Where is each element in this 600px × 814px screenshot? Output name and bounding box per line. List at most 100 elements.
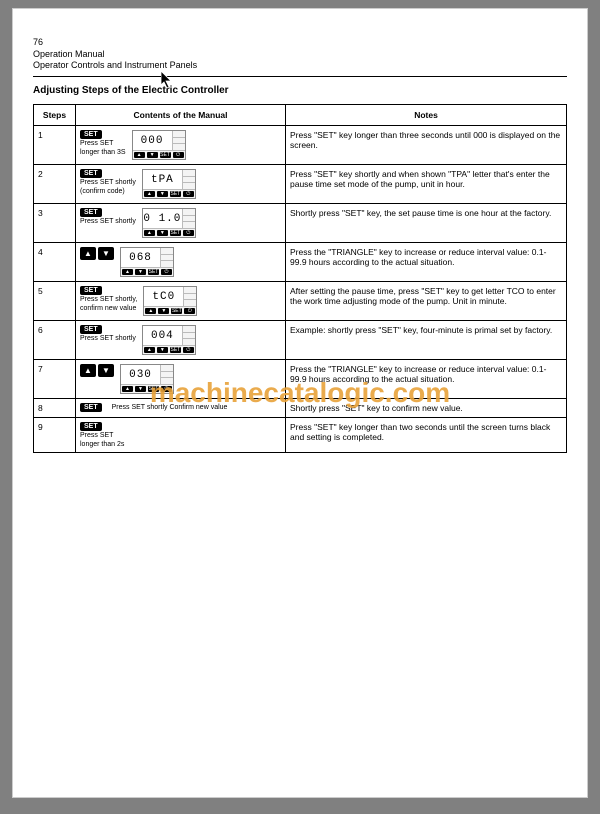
mouse-cursor-icon xyxy=(161,71,175,94)
cell-notes: Press the "TRIANGLE" key to increase or … xyxy=(286,360,567,399)
display-mini-button-icon: ▼ xyxy=(157,347,168,353)
cell-step: 4 xyxy=(34,243,76,282)
lcd-display-icon: 068 ▲▼SET⏻ xyxy=(120,247,174,277)
display-mini-button-icon: ▲ xyxy=(145,308,156,314)
lcd-digits: tPA xyxy=(143,170,183,189)
page-header: 76 Operation Manual Operator Controls an… xyxy=(33,37,567,72)
table-row: 2 SET Press SET shortly(confirm code) tPA ▲▼… xyxy=(34,165,567,204)
display-mini-button-icon: SET xyxy=(170,191,181,197)
control-caption: Press SET shortly xyxy=(80,218,136,226)
cell-contents: ▲▼068▲▼SET⏻ xyxy=(76,243,286,282)
set-button-icon: SET xyxy=(80,130,102,139)
cell-notes: Press the "TRIANGLE" key to increase or … xyxy=(286,243,567,282)
table-row: 7▲▼030▲▼SET⏻Press the "TRIANGLE" key to … xyxy=(34,360,567,399)
triangle-buttons: ▲▼ xyxy=(80,364,114,377)
control-caption-2: longer than 3S xyxy=(80,149,126,157)
display-mini-button-icon: ⏻ xyxy=(161,269,172,275)
cell-step: 6 xyxy=(34,321,76,360)
document-page: 76 Operation Manual Operator Controls an… xyxy=(12,8,588,798)
cell-step: 3 xyxy=(34,204,76,243)
cell-notes: Shortly press "SET" key to confirm new v… xyxy=(286,399,567,418)
control-caption: Press SET shortly xyxy=(80,335,136,343)
lcd-digits: 030 xyxy=(121,365,161,384)
triangle-down-icon: ▼ xyxy=(98,364,114,377)
cell-notes: Press "SET" key longer than two seconds … xyxy=(286,418,567,453)
set-button-icon: SET xyxy=(80,403,102,412)
display-mini-button-icon: ▼ xyxy=(135,269,146,275)
set-button-icon: SET xyxy=(80,325,102,334)
cell-notes: After setting the pause time, press "SET… xyxy=(286,282,567,321)
control-caption: Press SET xyxy=(80,432,124,440)
cell-notes: Example: shortly press "SET" key, four-m… xyxy=(286,321,567,360)
control-caption: Press SET xyxy=(80,140,126,148)
display-mini-button-icon: ⏻ xyxy=(161,386,172,392)
cell-contents: SET Press SET shortly Confirm new value xyxy=(76,399,286,418)
display-mini-button-icon: ▲ xyxy=(144,191,155,197)
display-mini-button-icon: ⏻ xyxy=(184,308,195,314)
display-mini-button-icon: SET xyxy=(170,347,181,353)
set-button-icon: SET xyxy=(80,422,102,431)
table-row: 9SETPress SETlonger than 2sPress "SET" k… xyxy=(34,418,567,453)
cell-notes: Shortly press "SET" key, the set pause t… xyxy=(286,204,567,243)
control-caption: Press SET shortly, xyxy=(80,296,137,304)
lcd-display-icon: tC0▲▼SET⏻ xyxy=(143,286,197,316)
triangle-up-icon: ▲ xyxy=(80,247,96,260)
cell-contents: SET Press SET shortly,confirm new value tC… xyxy=(76,282,286,321)
lcd-display-icon: 004 ▲▼SET⏻ xyxy=(142,325,196,355)
col-notes: Notes xyxy=(286,105,567,126)
triangle-up-icon: ▲ xyxy=(80,364,96,377)
display-mini-button-icon: ▲ xyxy=(122,269,133,275)
table-row: 8SETPress SET shortly Confirm new valueS… xyxy=(34,399,567,418)
control-caption-2: confirm new value xyxy=(80,305,137,313)
display-mini-button-icon: ▼ xyxy=(147,152,158,158)
lcd-digits: 004 xyxy=(143,326,183,345)
lcd-digits: 000 xyxy=(133,131,173,150)
cell-step: 9 xyxy=(34,418,76,453)
control-caption: Press SET shortly xyxy=(80,179,136,187)
control-caption: Press SET shortly Confirm new value xyxy=(112,404,228,412)
display-mini-button-icon: ⏻ xyxy=(183,230,194,236)
section-title: Adjusting Steps of the Electric Controll… xyxy=(33,85,567,96)
header-line-2: Operator Controls and Instrument Panels xyxy=(33,60,567,72)
lcd-display-icon: tPA ▲▼SET⏻ xyxy=(142,169,196,199)
display-mini-button-icon: ⏻ xyxy=(183,191,194,197)
control-caption-2: (confirm code) xyxy=(80,188,136,196)
cell-step: 2 xyxy=(34,165,76,204)
triangle-down-icon: ▼ xyxy=(98,247,114,260)
cell-step: 5 xyxy=(34,282,76,321)
lcd-digits: 068 xyxy=(121,248,161,267)
display-mini-button-icon: ▼ xyxy=(157,191,168,197)
display-mini-button-icon: ▼ xyxy=(135,386,146,392)
cell-contents: SETPress SET shortly004▲▼SET⏻ xyxy=(76,321,286,360)
display-mini-button-icon: ▲ xyxy=(144,347,155,353)
cell-step: 7 xyxy=(34,360,76,399)
cell-notes: Press "SET" key longer than three second… xyxy=(286,126,567,165)
cell-contents: SETPress SETlonger than 2s xyxy=(76,418,286,453)
table-row: 5 SET Press SET shortly,confirm new value t… xyxy=(34,282,567,321)
display-mini-button-icon: ▲ xyxy=(144,230,155,236)
display-mini-button-icon: ⏻ xyxy=(183,347,194,353)
table-row: 1 SETPress SETlonger than 3S 000▲▼SET⏻ Pres… xyxy=(34,126,567,165)
display-mini-button-icon: SET xyxy=(171,308,182,314)
display-mini-button-icon: SET xyxy=(148,386,159,392)
lcd-display-icon: 000▲▼SET⏻ xyxy=(132,130,186,160)
triangle-buttons: ▲▼ xyxy=(80,247,114,260)
table-row: 4▲▼068▲▼SET⏻Press the "TRIANGLE" key to … xyxy=(34,243,567,282)
page-number: 76 xyxy=(33,37,567,49)
table-row: 3SETPress SET shortly0 1.0▲▼SET⏻Shortly … xyxy=(34,204,567,243)
cell-contents: SET Press SET shortly(confirm code) tPA ▲▼S… xyxy=(76,165,286,204)
cell-step: 8 xyxy=(34,399,76,418)
header-rule xyxy=(33,76,567,77)
control-caption-2: longer than 2s xyxy=(80,441,124,449)
cell-step: 1 xyxy=(34,126,76,165)
lcd-display-icon: 030 ▲▼SET⏻ xyxy=(120,364,174,394)
lcd-display-icon: 0 1.0▲▼SET⏻ xyxy=(142,208,196,238)
adjusting-steps-table: Steps Contents of the Manual Notes 1SETP… xyxy=(33,104,567,453)
display-mini-button-icon: ▲ xyxy=(122,386,133,392)
display-mini-button-icon: SET xyxy=(148,269,159,275)
set-button-icon: SET xyxy=(80,208,102,217)
cell-contents: SETPress SETlonger than 3S 000▲▼SET⏻ xyxy=(76,126,286,165)
table-row: 6SETPress SET shortly004▲▼SET⏻Example: s… xyxy=(34,321,567,360)
lcd-digits: 0 1.0 xyxy=(143,209,183,228)
cell-notes: Press "SET" key shortly and when shown "… xyxy=(286,165,567,204)
